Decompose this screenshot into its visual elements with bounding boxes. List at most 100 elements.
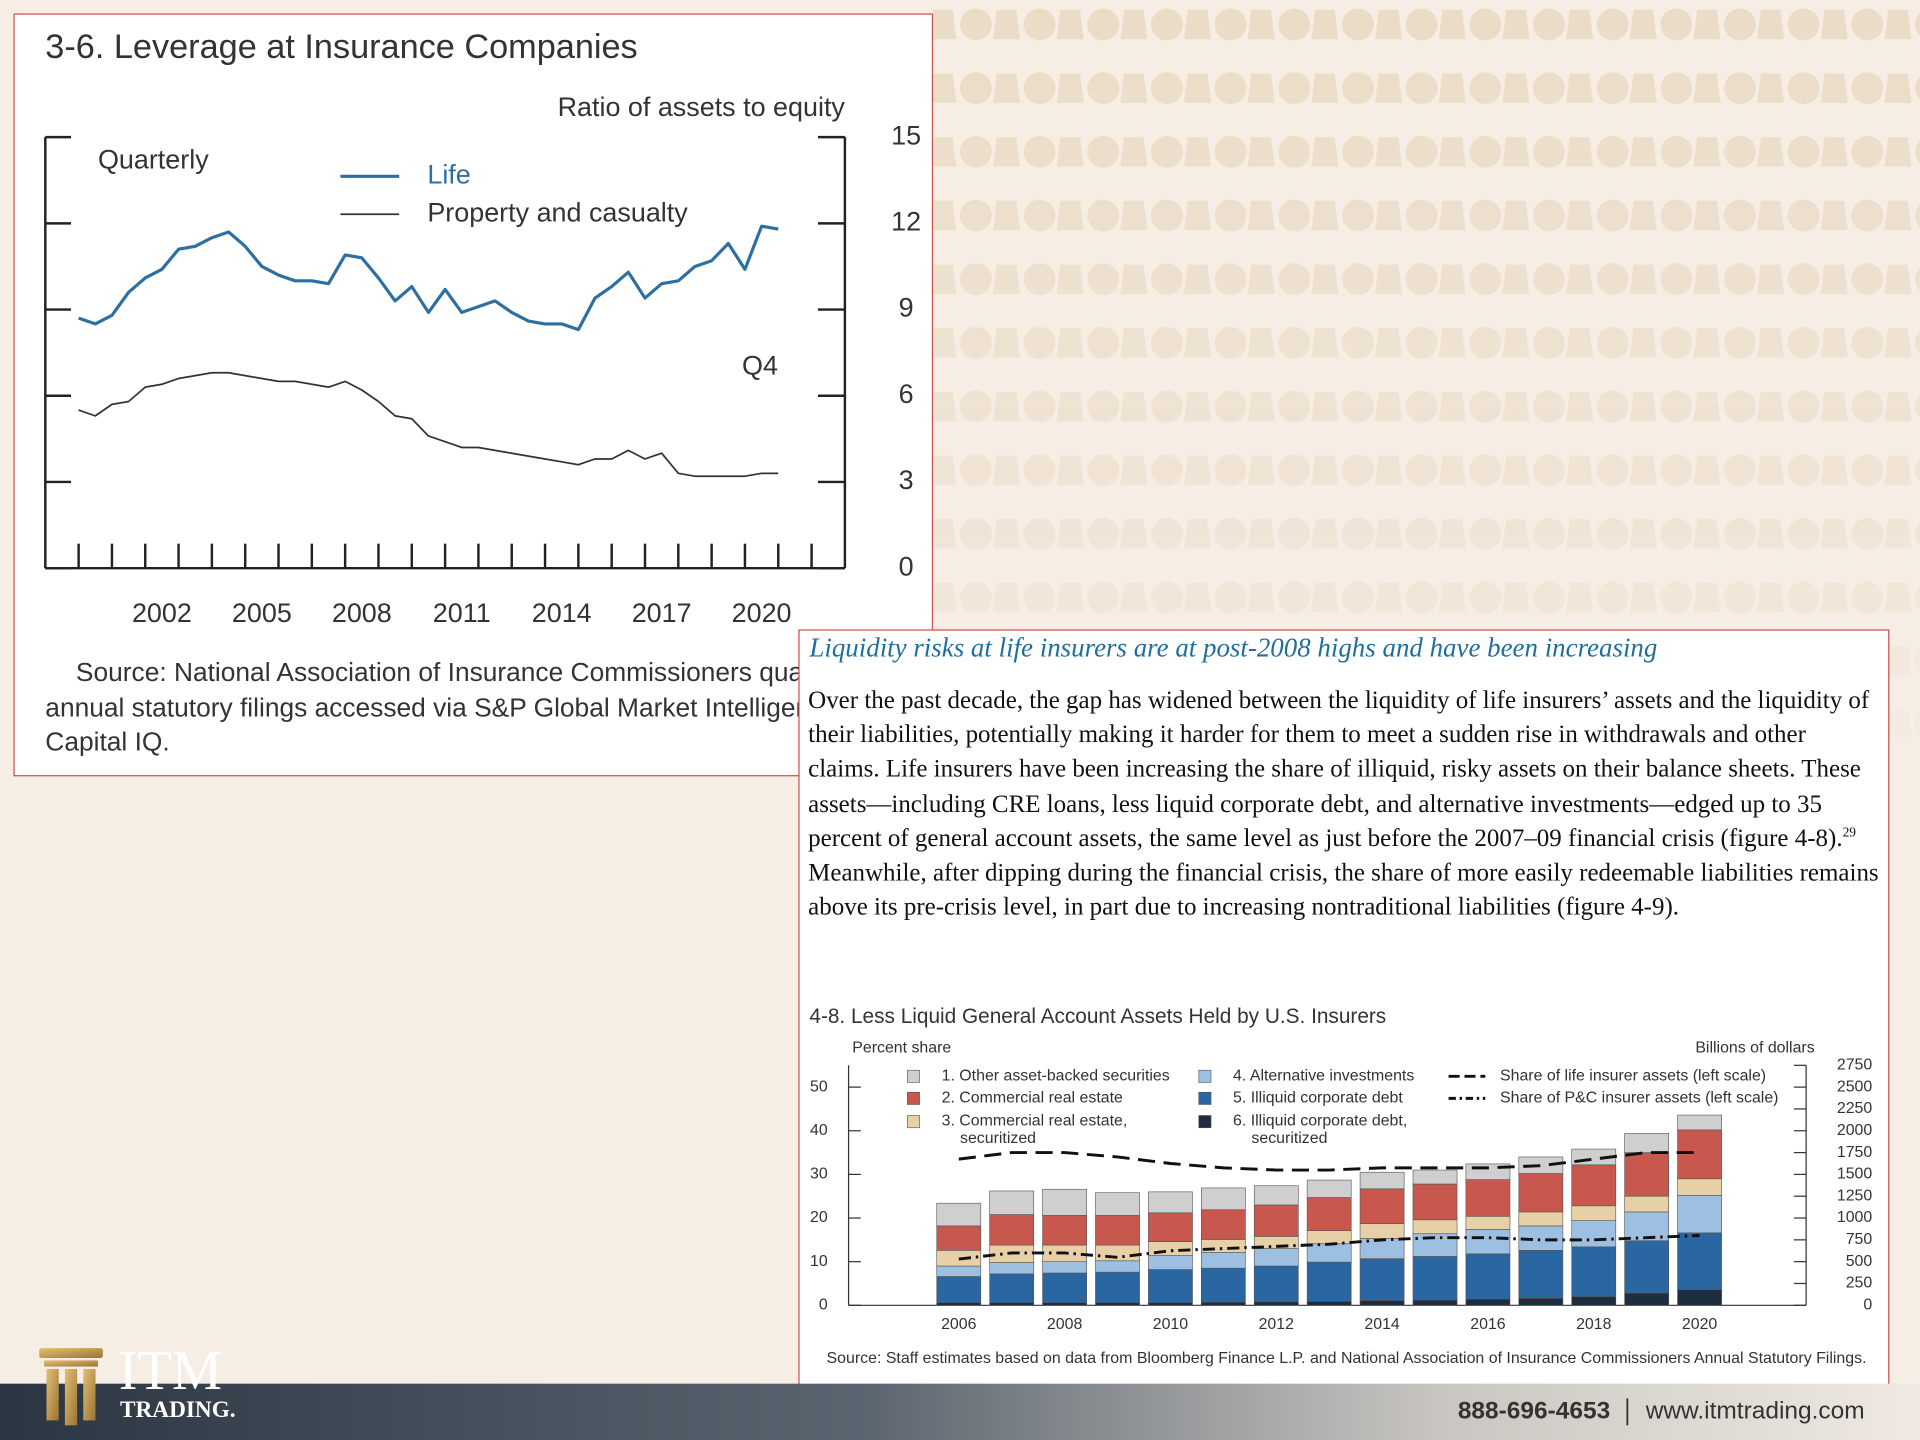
logo-subtext: TRADING. bbox=[120, 1397, 236, 1423]
y2-tick-label: 1750 bbox=[1837, 1144, 1873, 1161]
y-axis-label: Ratio of assets to equity bbox=[558, 92, 846, 122]
series-line bbox=[958, 1151, 1700, 1172]
footer-bar bbox=[0, 1383, 1920, 1440]
source-text: Source: Staff estimates based on data fr… bbox=[826, 1348, 1867, 1367]
bar-segment bbox=[1624, 1292, 1670, 1306]
bar-segment bbox=[989, 1273, 1035, 1303]
bar-segment bbox=[1677, 1195, 1722, 1234]
legend-label: 6. Illiquid corporate debt, securitized bbox=[1233, 1113, 1407, 1147]
y-tick-label: 30 bbox=[810, 1166, 828, 1183]
bar-segment bbox=[1095, 1192, 1140, 1216]
bar-segment bbox=[1148, 1191, 1193, 1214]
legend-label: 1. Other asset-backed securities bbox=[942, 1068, 1170, 1085]
y-tick-label: 10 bbox=[810, 1253, 828, 1270]
bar-segment bbox=[1042, 1215, 1087, 1246]
body-text: Meanwhile, after dipping during the fina… bbox=[808, 859, 1879, 922]
bar-segment bbox=[1095, 1244, 1140, 1262]
chart-title: 3-6. Leverage at Insurance Companies bbox=[45, 28, 637, 66]
bar-segment bbox=[1306, 1301, 1352, 1306]
chart-title: 4-8. Less Liquid General Account Assets … bbox=[809, 1005, 1386, 1028]
bar-segment bbox=[1253, 1185, 1299, 1206]
y-tick-label: 50 bbox=[810, 1078, 828, 1095]
y2-axis-label: Billions of dollars bbox=[1695, 1039, 1814, 1056]
y2-tick-label: 2250 bbox=[1837, 1100, 1873, 1117]
logo-icon bbox=[39, 1348, 103, 1426]
article-body: Over the past decade, the gap has widene… bbox=[808, 683, 1883, 925]
x-tick-label: 2017 bbox=[632, 598, 692, 628]
bar-segment bbox=[1518, 1173, 1564, 1213]
bar-segment bbox=[1571, 1246, 1617, 1297]
bar-segment bbox=[1359, 1258, 1405, 1301]
bar-segment bbox=[1624, 1152, 1670, 1197]
x-tick-label: 2012 bbox=[1259, 1316, 1295, 1333]
legend-swatch bbox=[1198, 1069, 1212, 1083]
y-tick-label: 12 bbox=[891, 206, 921, 236]
x-tick-label: 2005 bbox=[232, 598, 292, 628]
legend-label: 5. Illiquid corporate debt bbox=[1233, 1090, 1403, 1107]
x-tick-label: 2002 bbox=[132, 598, 192, 628]
legend-label: Share of P&C insurer assets (left scale) bbox=[1500, 1090, 1778, 1107]
legend-label: 4. Alternative investments bbox=[1233, 1068, 1414, 1085]
x-tick-label: 2014 bbox=[532, 598, 592, 628]
bar-segment bbox=[1253, 1301, 1299, 1306]
x-tick-label: 2014 bbox=[1364, 1316, 1400, 1333]
y-tick-label: 0 bbox=[819, 1297, 828, 1314]
bar-segment bbox=[936, 1276, 982, 1303]
x-tick-label: 2018 bbox=[1576, 1316, 1612, 1333]
bar-segment bbox=[1465, 1229, 1511, 1255]
bar-segment bbox=[1095, 1302, 1140, 1306]
source: Source: Staff estimates based on data fr… bbox=[826, 1348, 1867, 1367]
frequency-label: Quarterly bbox=[98, 145, 209, 175]
bar-segment bbox=[1359, 1300, 1405, 1306]
bar-segment bbox=[1359, 1223, 1405, 1239]
paragraph: Over the past decade, the gap has widene… bbox=[808, 683, 1883, 925]
series-line bbox=[958, 1234, 1700, 1261]
bar-segment bbox=[1465, 1253, 1511, 1300]
bar-segment bbox=[1148, 1302, 1193, 1306]
y2-tick-label: 1250 bbox=[1837, 1187, 1873, 1204]
x-tick-label: 2008 bbox=[332, 598, 392, 628]
bar-segment bbox=[1148, 1212, 1193, 1242]
bar-segment bbox=[1571, 1205, 1617, 1221]
bar-segment bbox=[1518, 1298, 1564, 1306]
bar-segment bbox=[1624, 1133, 1670, 1153]
x-tick-label: 2006 bbox=[941, 1316, 977, 1333]
body-text: Over the past decade, the gap has widene… bbox=[808, 686, 1870, 853]
bar-segment bbox=[1412, 1169, 1458, 1185]
bar-segment bbox=[1677, 1114, 1722, 1131]
y2-tick-label: 2500 bbox=[1837, 1078, 1873, 1095]
legend-swatch bbox=[907, 1091, 920, 1105]
series-line bbox=[78, 371, 779, 478]
bar-segment bbox=[1201, 1187, 1246, 1211]
bar-segment bbox=[1306, 1197, 1352, 1231]
bar-segment bbox=[1465, 1215, 1511, 1230]
y-tick-label: 6 bbox=[899, 379, 914, 409]
bar-segment bbox=[1253, 1204, 1299, 1237]
y2-tick-label: 2750 bbox=[1837, 1057, 1873, 1074]
legend-swatch bbox=[907, 1069, 920, 1083]
phone: 888-696-4653 bbox=[1458, 1397, 1610, 1424]
website[interactable]: www.itmtrading.com bbox=[1645, 1397, 1865, 1424]
footer: ITM TRADING. 888-696-4653 www.itmtrading… bbox=[0, 1340, 1920, 1440]
bar-segment bbox=[1677, 1178, 1722, 1196]
bar-segment bbox=[1518, 1211, 1564, 1227]
y-tick-label: 15 bbox=[891, 120, 921, 150]
x-tick-label: 2010 bbox=[1153, 1316, 1189, 1333]
bar-segment bbox=[1095, 1260, 1140, 1273]
y2-tick-label: 0 bbox=[1863, 1297, 1872, 1314]
bar-segment bbox=[1624, 1195, 1670, 1213]
y2-tick-label: 750 bbox=[1846, 1231, 1873, 1248]
bar-segment bbox=[1518, 1250, 1564, 1299]
bar-segment bbox=[1095, 1215, 1140, 1246]
y-tick-label: 3 bbox=[899, 465, 914, 495]
bar-segment bbox=[989, 1190, 1035, 1215]
legend-swatch bbox=[1198, 1091, 1212, 1105]
article-panel: Liquidity risks at life insurers are at … bbox=[798, 629, 1890, 1393]
bar-segment bbox=[1359, 1188, 1405, 1225]
bar-segment bbox=[1148, 1255, 1193, 1270]
bar-segment bbox=[1412, 1183, 1458, 1221]
legend-label: Life bbox=[427, 159, 470, 189]
y-tick-label: 0 bbox=[899, 551, 914, 581]
